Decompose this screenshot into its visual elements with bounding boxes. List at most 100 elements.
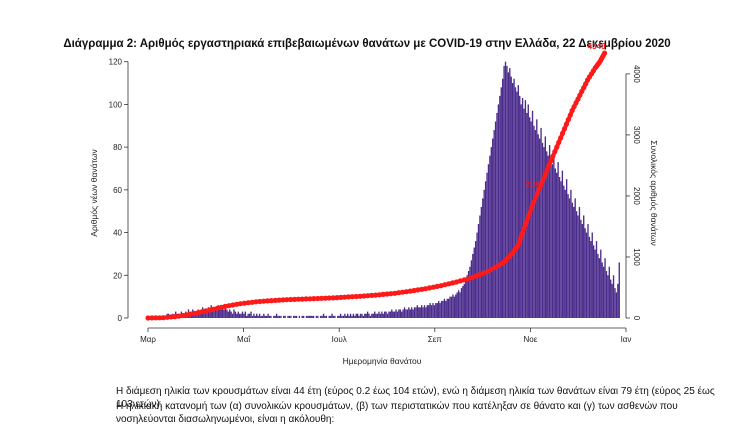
cumulative-point (311, 296, 317, 302)
daily-death-bar (591, 232, 593, 318)
daily-death-bar (351, 315, 353, 318)
cumulative-point (261, 298, 267, 304)
daily-death-bar (412, 309, 414, 318)
daily-death-bar (345, 315, 347, 318)
daily-death-bar (199, 311, 201, 318)
cumulative-point (559, 130, 566, 136)
daily-death-bar (472, 253, 474, 318)
cumulative-point (345, 294, 352, 300)
cumulative-point (207, 307, 213, 313)
cumulative-point (276, 297, 282, 303)
daily-death-bar (425, 307, 427, 318)
cumulative-point (558, 135, 564, 141)
daily-death-bar (598, 258, 601, 318)
daily-death-bar (594, 249, 596, 318)
daily-death-bar (344, 313, 346, 318)
daily-death-bar (374, 311, 376, 318)
daily-death-bar (422, 307, 424, 318)
daily-death-bar (592, 245, 595, 318)
daily-death-bar (401, 311, 403, 318)
daily-death-bar (219, 309, 221, 318)
daily-death-bar (358, 315, 360, 318)
cumulative-point (450, 280, 456, 286)
cumulative-point (529, 204, 535, 210)
daily-death-bar (237, 311, 239, 318)
daily-death-bar (379, 313, 382, 318)
daily-death-bar (270, 315, 272, 318)
cumulative-point (442, 282, 448, 288)
cumulative-point (284, 297, 290, 303)
daily-death-bar (473, 247, 475, 318)
cumulative-point (532, 195, 539, 201)
daily-death-bar (322, 313, 325, 318)
y2-axis-title: Συνολικός αριθμός θανάτων (649, 140, 659, 246)
daily-death-bar (452, 294, 454, 318)
right-tick-label: 1000 (632, 248, 641, 266)
daily-death-bar (531, 110, 534, 318)
left-tick-label: 120 (109, 58, 123, 67)
cumulative-point (365, 293, 371, 299)
cumulative-point (461, 277, 467, 283)
daily-death-bar (382, 313, 384, 318)
daily-death-bar (275, 313, 278, 318)
daily-death-bar (447, 298, 450, 318)
cumulative-point (160, 315, 166, 321)
left-tick-label: 80 (113, 143, 122, 152)
x-tick-label: Ιουλ (332, 335, 347, 344)
daily-death-bar (557, 162, 559, 318)
cumulative-point (554, 144, 560, 150)
daily-death-bar (349, 313, 352, 318)
cumulative-point (264, 298, 271, 304)
daily-death-bar (226, 309, 228, 318)
cumulative-point (338, 294, 344, 300)
cumulative-point (330, 295, 336, 301)
daily-death-bar (615, 292, 618, 318)
daily-death-bar (519, 95, 521, 318)
daily-death-bar (457, 290, 460, 318)
daily-death-bar (393, 311, 396, 318)
right-tick-label: 4000 (632, 65, 641, 83)
daily-death-bar (227, 311, 229, 318)
daily-death-bar (583, 215, 585, 318)
daily-death-bar (301, 315, 303, 318)
daily-death-bar (411, 307, 413, 318)
daily-death-bar (388, 311, 390, 318)
cumulative-point (488, 266, 494, 273)
daily-death-bar (229, 309, 231, 318)
daily-death-bar (483, 189, 485, 318)
cumulative-point (272, 297, 278, 303)
cumulative-point (567, 112, 573, 118)
cumulative-mid-label: 2190 (526, 181, 542, 188)
cumulative-point (307, 296, 313, 302)
cumulative-point (303, 296, 309, 302)
cumulative-point (168, 314, 174, 320)
daily-death-bar (520, 104, 522, 319)
y-axis-title: Αριθμός νέων θανάτων (89, 149, 99, 236)
cumulative-point (230, 302, 236, 308)
daily-death-bar (496, 112, 498, 318)
daily-death-bar (517, 85, 519, 319)
cumulative-point (299, 296, 305, 302)
daily-death-bar (585, 232, 588, 318)
daily-death-bar (455, 294, 457, 318)
daily-death-bar (554, 168, 556, 318)
daily-death-bar (248, 313, 251, 318)
daily-death-bar (369, 315, 372, 318)
daily-death-bar (273, 315, 275, 318)
daily-death-bar (293, 315, 295, 318)
daily-death-bar (577, 215, 579, 318)
daily-death-bar (359, 313, 362, 318)
cumulative-point (556, 139, 562, 146)
daily-death-bar (256, 313, 258, 318)
daily-death-bar (305, 315, 308, 318)
daily-death-bar (280, 315, 282, 318)
daily-death-bar (320, 315, 322, 318)
cumulative-point (157, 315, 163, 321)
daily-death-bar (548, 144, 551, 318)
daily-death-bar (551, 164, 554, 318)
daily-death-bar (337, 315, 339, 318)
cumulative-point (291, 296, 298, 302)
daily-death-bar (372, 313, 374, 318)
daily-death-bar (207, 307, 210, 318)
